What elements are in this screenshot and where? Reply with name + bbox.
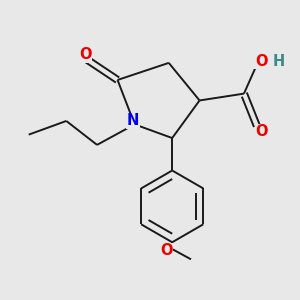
Text: H: H <box>273 54 285 69</box>
Text: O: O <box>160 243 172 258</box>
Text: N: N <box>127 113 139 128</box>
Text: O: O <box>255 54 267 69</box>
Text: O: O <box>256 124 268 140</box>
Text: O: O <box>79 47 91 62</box>
